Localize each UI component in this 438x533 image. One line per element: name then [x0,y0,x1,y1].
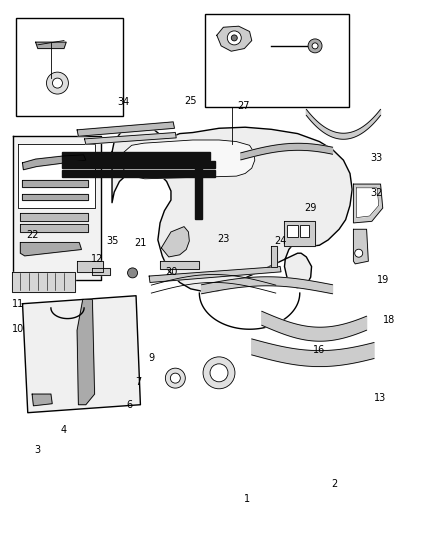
Polygon shape [252,339,374,367]
Text: 20: 20 [165,267,177,277]
Text: 2: 2 [332,480,338,489]
Polygon shape [353,184,383,223]
Polygon shape [20,224,88,232]
Polygon shape [112,127,352,292]
Circle shape [312,43,318,49]
Text: 18: 18 [383,314,396,325]
Text: 29: 29 [304,203,317,213]
Text: 21: 21 [134,238,147,247]
Polygon shape [353,229,368,264]
Polygon shape [201,277,332,294]
Text: 3: 3 [35,445,41,455]
Text: 25: 25 [184,95,197,106]
Polygon shape [62,169,215,177]
Text: 7: 7 [135,377,141,387]
Polygon shape [85,133,176,144]
Polygon shape [149,266,281,282]
Text: 1: 1 [244,494,251,504]
Text: 22: 22 [26,230,39,240]
Polygon shape [306,109,381,139]
Polygon shape [32,394,52,406]
Circle shape [227,31,241,45]
Circle shape [231,35,237,41]
Text: 23: 23 [217,234,230,244]
Polygon shape [20,213,88,221]
Circle shape [53,78,63,88]
Text: 12: 12 [91,254,103,263]
Polygon shape [13,136,101,280]
Polygon shape [195,168,201,219]
Polygon shape [92,268,110,275]
Polygon shape [272,246,277,266]
Circle shape [355,249,363,257]
Text: 11: 11 [12,298,24,309]
Text: 4: 4 [61,425,67,435]
Circle shape [46,72,68,94]
Text: 33: 33 [370,152,382,163]
Text: 34: 34 [117,96,129,107]
Polygon shape [22,155,86,169]
Polygon shape [18,144,95,208]
Polygon shape [21,193,88,200]
Polygon shape [35,42,66,49]
Polygon shape [77,122,174,136]
Polygon shape [217,26,252,51]
Text: 19: 19 [377,275,389,285]
Bar [300,225,309,237]
Circle shape [127,268,138,278]
Bar [205,14,349,107]
Polygon shape [12,272,75,292]
Polygon shape [160,261,199,269]
Polygon shape [77,300,95,405]
Circle shape [210,364,228,382]
Text: 32: 32 [370,188,382,198]
Polygon shape [77,261,103,272]
Polygon shape [122,140,255,179]
Polygon shape [62,152,210,160]
Polygon shape [357,188,379,217]
Text: 16: 16 [313,345,325,356]
Text: 35: 35 [106,236,118,246]
Circle shape [203,357,235,389]
Polygon shape [262,311,367,341]
Text: 9: 9 [148,353,154,363]
Text: 10: 10 [12,324,24,334]
Bar [16,18,123,116]
Polygon shape [21,180,88,187]
Bar [287,225,297,237]
Polygon shape [62,161,215,168]
Text: 13: 13 [374,393,387,403]
Polygon shape [161,227,189,257]
Circle shape [170,373,180,383]
Text: 6: 6 [127,400,133,410]
Text: 24: 24 [274,236,286,246]
Polygon shape [22,296,141,413]
Polygon shape [241,143,332,160]
Polygon shape [285,221,315,246]
Polygon shape [20,243,81,256]
Circle shape [308,39,322,53]
Text: 27: 27 [237,101,249,111]
Circle shape [166,368,185,388]
